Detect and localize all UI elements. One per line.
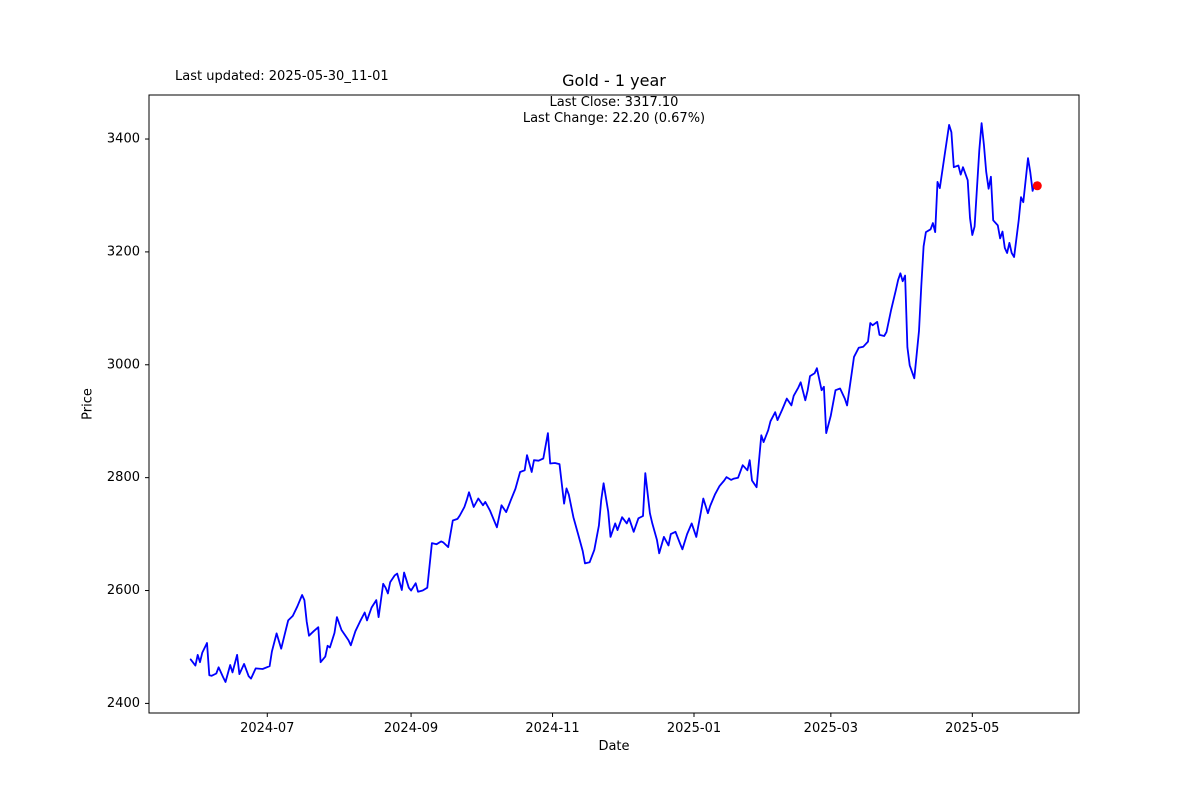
y-tick-label: 2800 (107, 470, 140, 485)
y-tick-label: 2400 (107, 696, 140, 711)
last-change-annotation: Last Change: 22.20 (0.67%) (522, 111, 706, 126)
y-axis-label: Price (80, 388, 96, 420)
last-close-annotation: Last Close: 3317.10 (549, 95, 679, 110)
x-tick-label: 2024-09 (384, 721, 438, 736)
x-tick-label: 2024-11 (525, 721, 579, 736)
x-tick-label: 2025-05 (945, 721, 999, 736)
x-tick-label: 2025-01 (667, 721, 721, 736)
y-tick-label: 2600 (107, 583, 140, 598)
last-updated-text: Last updated: 2025-05-30_11-01 (175, 69, 389, 84)
y-tick-label: 3200 (107, 244, 140, 259)
x-tick-label: 2025-03 (804, 721, 858, 736)
x-tick-label: 2024-07 (240, 721, 294, 736)
price-line (189, 122, 1039, 683)
chart-title: Gold - 1 year (562, 71, 666, 90)
last-price-marker (1032, 181, 1042, 191)
x-axis-label: Date (598, 739, 630, 754)
y-tick-label: 3400 (107, 132, 140, 147)
y-tick-label: 3000 (107, 357, 140, 372)
plot-border (148, 94, 1080, 714)
